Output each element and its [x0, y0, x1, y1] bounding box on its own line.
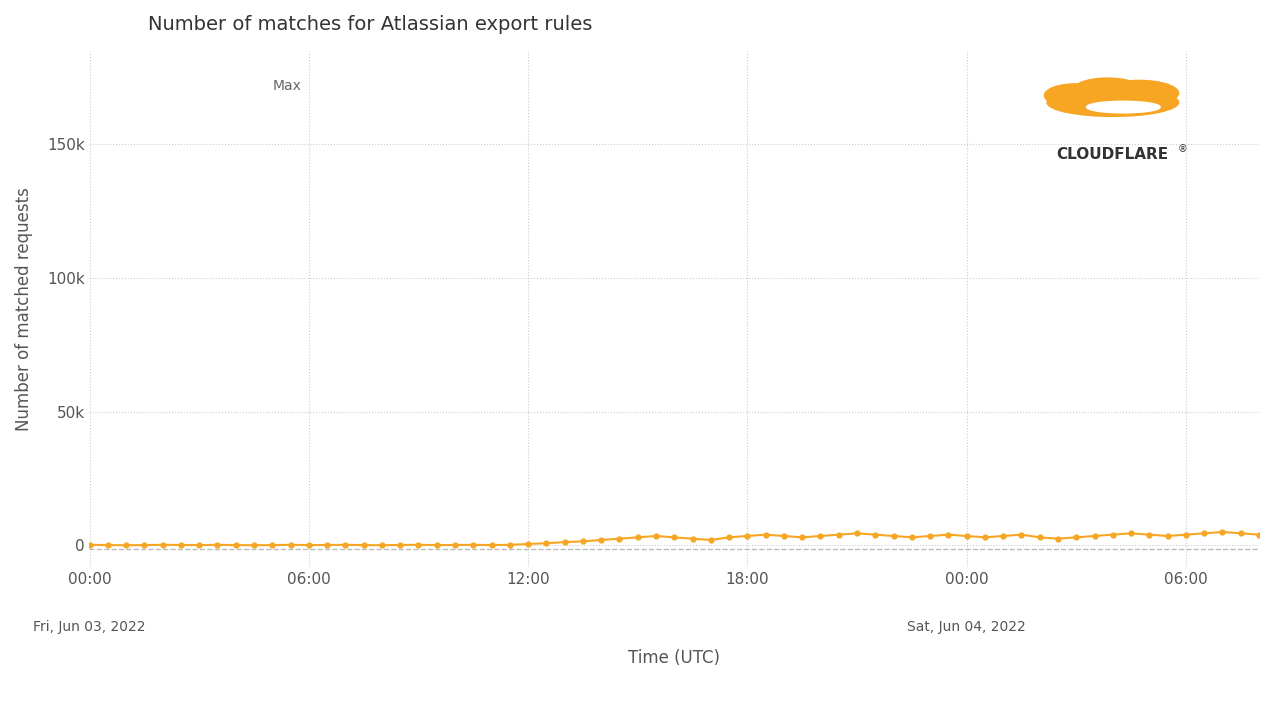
- Ellipse shape: [1099, 80, 1178, 106]
- Ellipse shape: [1047, 88, 1178, 116]
- Ellipse shape: [1087, 101, 1161, 113]
- Text: Sat, Jun 04, 2022: Sat, Jun 04, 2022: [907, 620, 1026, 633]
- Text: CLOUDFLARE: CLOUDFLARE: [1056, 146, 1168, 162]
- Text: ®: ®: [1177, 144, 1187, 154]
- Ellipse shape: [1045, 84, 1107, 107]
- Text: Fri, Jun 03, 2022: Fri, Jun 03, 2022: [33, 620, 145, 633]
- X-axis label: Time (UTC): Time (UTC): [628, 649, 720, 667]
- Ellipse shape: [1073, 78, 1142, 101]
- Y-axis label: Number of matched requests: Number of matched requests: [15, 187, 33, 431]
- Text: Number of matches for Atlassian export rules: Number of matches for Atlassian export r…: [148, 15, 592, 34]
- Text: Max: Max: [273, 78, 301, 93]
